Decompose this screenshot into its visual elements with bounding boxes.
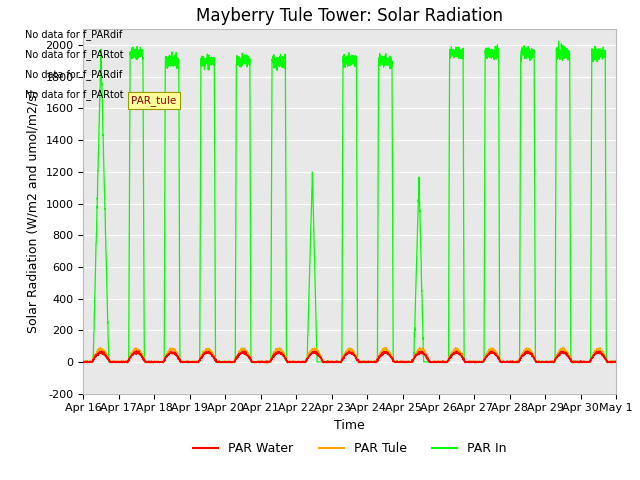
Text: No data for f_PARdif: No data for f_PARdif [24,29,122,40]
Y-axis label: Solar Radiation (W/m2 and umol/m2/s): Solar Radiation (W/m2 and umol/m2/s) [27,90,40,333]
Legend: PAR Water, PAR Tule, PAR In: PAR Water, PAR Tule, PAR In [188,437,511,460]
Text: PAR_tule: PAR_tule [131,95,177,106]
Text: No data for f_PARtot: No data for f_PARtot [24,89,123,100]
Text: No data for f_PARtot: No data for f_PARtot [24,49,123,60]
Title: Mayberry Tule Tower: Solar Radiation: Mayberry Tule Tower: Solar Radiation [196,7,503,25]
X-axis label: Time: Time [334,419,365,432]
Text: No data for f_PARdif: No data for f_PARdif [24,69,122,80]
